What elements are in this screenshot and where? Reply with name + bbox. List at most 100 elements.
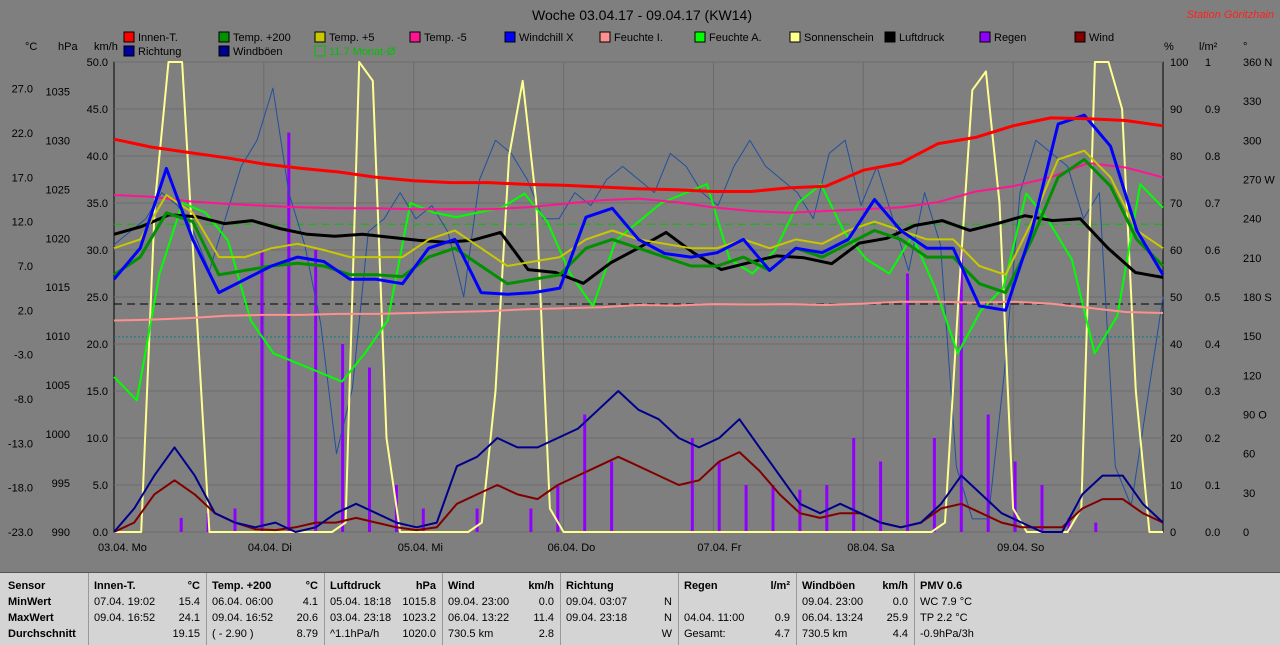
rain-tick-label: 1 bbox=[1205, 57, 1211, 69]
stats-column: Innen-T. °C 07.04. 19:02 15.4 09.04. 16:52 24… bbox=[88, 573, 207, 645]
stats-header: Innen-T. °C bbox=[94, 578, 200, 594]
stats-row: -0.9hPa/3h bbox=[920, 626, 1274, 642]
direction-tick-label: 300 bbox=[1243, 135, 1261, 147]
rain-tick-label: 0.3 bbox=[1205, 386, 1220, 398]
temp-tick-label: 27.0 bbox=[12, 84, 33, 96]
humidity-tick-label: 10 bbox=[1170, 480, 1182, 492]
stats-header: Wind km/h bbox=[448, 578, 554, 594]
stats-cell-info: ( - 2.90 ) bbox=[212, 628, 254, 640]
stats-header-title: Temp. +200 bbox=[212, 580, 272, 592]
series-sonnenschein bbox=[114, 61, 1163, 533]
stats-row: 09.04. 23:18 N bbox=[566, 610, 672, 626]
stats-row-label: Durchschnitt bbox=[6, 626, 82, 642]
humidity-tick-label: 50 bbox=[1170, 292, 1182, 304]
rain-bar bbox=[798, 489, 802, 532]
direction-tick-label: 30 bbox=[1243, 488, 1255, 500]
stats-header: Regen l/m² bbox=[684, 578, 790, 594]
stats-row: WC 7.9 °C bbox=[920, 594, 1274, 610]
stats-cell-info: 09.04. 23:00 bbox=[802, 596, 864, 608]
stats-header-title: Luftdruck bbox=[330, 580, 381, 592]
stats-column: Richtung 09.04. 03:07 N 09.04. 23:18 N W bbox=[560, 573, 679, 645]
rain-bar bbox=[771, 485, 775, 532]
direction-tick-label: 150 bbox=[1243, 331, 1261, 343]
legend-swatch bbox=[123, 31, 135, 43]
pressure-tick-label: 995 bbox=[52, 478, 70, 490]
legend-item: Windchill X bbox=[504, 31, 574, 44]
stats-cell-value: N bbox=[664, 612, 672, 624]
stats-cell-info: 06.04. 13:22 bbox=[448, 612, 510, 624]
rain-bar bbox=[986, 414, 990, 532]
stats-cell-value: 8.79 bbox=[296, 628, 318, 640]
legend-swatch bbox=[599, 31, 611, 43]
stats-header-title: Innen-T. bbox=[94, 580, 136, 592]
rain-bar bbox=[825, 485, 829, 532]
rain-bar bbox=[852, 438, 856, 532]
pressure-tick-label: 1025 bbox=[46, 184, 70, 196]
rain-tick-label: 0.6 bbox=[1205, 245, 1220, 257]
legend-item: Richtung bbox=[123, 45, 181, 58]
stats-label-sensor: Sensor bbox=[8, 580, 46, 592]
legend-label: Wind bbox=[1089, 32, 1114, 44]
stats-row: 09.04. 16:52 24.1 bbox=[94, 610, 200, 626]
legend-swatch bbox=[123, 45, 135, 57]
legend-label: Windchill X bbox=[519, 32, 574, 44]
series-richtung bbox=[113, 87, 1164, 520]
temp-tick-label: -13.0 bbox=[8, 438, 33, 450]
legend-label: Innen-T. bbox=[138, 32, 178, 44]
stats-header-title: Windböen bbox=[802, 580, 856, 592]
pressure-unit-label: hPa bbox=[58, 41, 78, 53]
rain-bar bbox=[1067, 517, 1071, 532]
legend-swatch bbox=[979, 31, 991, 43]
humidity-tick-label: 100 bbox=[1170, 57, 1188, 69]
stats-header: Richtung bbox=[566, 578, 672, 594]
wind-tick-label: 40.0 bbox=[87, 151, 108, 163]
day-label: 07.04. Fr bbox=[697, 542, 741, 554]
stats-label-max: MaxWert bbox=[8, 612, 54, 624]
legend-item: Temp. +200 bbox=[218, 31, 291, 44]
legend-item: 11.7 Monat-Ø bbox=[314, 45, 396, 58]
stats-row: 06.04. 13:22 11.4 bbox=[448, 610, 554, 626]
legend-swatch bbox=[218, 45, 230, 57]
humidity-tick-label: 80 bbox=[1170, 151, 1182, 163]
direction-tick-label: 90 O bbox=[1243, 410, 1267, 422]
temp-tick-label: 17.0 bbox=[12, 172, 33, 184]
temp-tick-label: 2.0 bbox=[18, 305, 33, 317]
stats-header-unit: °C bbox=[305, 580, 318, 592]
legend-item: Feuchte I. bbox=[599, 31, 663, 44]
stats-cell-info: 04.04. 11:00 bbox=[684, 612, 745, 624]
stats-cell-info: 09.04. 23:18 bbox=[566, 612, 628, 624]
plot-area bbox=[112, 61, 1165, 533]
direction-tick-label: 120 bbox=[1243, 370, 1261, 382]
rain-bar bbox=[906, 273, 909, 532]
stats-header: PMV 0.6 bbox=[920, 578, 1274, 594]
stats-row: 730.5 km 4.4 bbox=[802, 626, 908, 642]
stats-cell-value: 19.15 bbox=[172, 628, 200, 640]
temp-tick-label: -18.0 bbox=[8, 483, 33, 495]
legend-label: 11.7 Monat-Ø bbox=[329, 46, 396, 58]
legend-swatch bbox=[409, 31, 421, 43]
rain-bar bbox=[260, 250, 264, 532]
stats-cell-info: 09.04. 16:52 bbox=[94, 612, 156, 624]
series-innen-t- bbox=[113, 116, 1164, 193]
wind-unit-label: km/h bbox=[94, 41, 118, 53]
temp-tick-label: -3.0 bbox=[14, 350, 33, 362]
stats-cell-value: 11.4 bbox=[533, 612, 554, 624]
wind-tick-label: 25.0 bbox=[87, 292, 108, 304]
stats-row: ^1.1hPa/h 1020.0 bbox=[330, 626, 436, 642]
stats-cell-value: 4.1 bbox=[302, 596, 318, 608]
wind-tick-label: 15.0 bbox=[87, 386, 108, 398]
stats-cell-info: ^1.1hPa/h bbox=[330, 628, 380, 640]
wind-tick-label: 45.0 bbox=[87, 104, 108, 116]
stats-column: Temp. +200 °C 06.04. 06:00 4.1 09.04. 16:52 2… bbox=[206, 573, 325, 645]
stats-row: 09.04. 16:52 20.6 bbox=[212, 610, 318, 626]
wind-tick-label: 50.0 bbox=[87, 57, 108, 69]
rain-bar bbox=[475, 508, 479, 532]
legend-item: Temp. -5 bbox=[409, 31, 467, 44]
stats-cell-value: 0.0 bbox=[892, 596, 908, 608]
rain-tick-label: 0.2 bbox=[1205, 433, 1220, 445]
day-label: 08.04. Sa bbox=[847, 542, 895, 554]
stats-column: Windböen km/h 09.04. 23:00 0.0 06.04. 13:24 2… bbox=[796, 573, 915, 645]
stats-cell-value: 1023.2 bbox=[402, 612, 436, 624]
legend-label: Regen bbox=[994, 32, 1026, 44]
rain-tick-label: 0.4 bbox=[1205, 339, 1220, 351]
